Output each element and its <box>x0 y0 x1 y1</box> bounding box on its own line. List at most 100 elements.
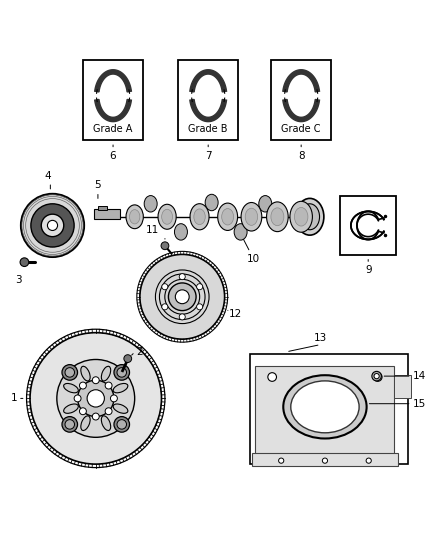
Polygon shape <box>283 100 319 122</box>
Circle shape <box>41 214 64 237</box>
Polygon shape <box>95 70 131 92</box>
Ellipse shape <box>64 404 78 413</box>
Ellipse shape <box>296 198 324 235</box>
Circle shape <box>175 290 189 304</box>
Text: 7: 7 <box>205 151 212 161</box>
Text: Grade B: Grade B <box>188 124 228 134</box>
Circle shape <box>114 417 130 432</box>
Ellipse shape <box>190 204 209 230</box>
Polygon shape <box>95 100 131 122</box>
Circle shape <box>197 284 203 290</box>
Bar <box>94 209 120 220</box>
Circle shape <box>162 284 168 290</box>
Text: 10: 10 <box>247 254 260 263</box>
Circle shape <box>117 419 127 429</box>
Circle shape <box>62 365 78 380</box>
Polygon shape <box>190 100 226 122</box>
Circle shape <box>47 220 57 230</box>
Circle shape <box>105 408 112 415</box>
Circle shape <box>110 395 117 402</box>
Ellipse shape <box>81 416 90 431</box>
Circle shape <box>374 374 379 379</box>
Polygon shape <box>283 70 319 92</box>
Circle shape <box>124 355 132 362</box>
Text: 2: 2 <box>136 346 143 357</box>
Circle shape <box>366 458 371 463</box>
Ellipse shape <box>113 404 128 413</box>
Ellipse shape <box>300 204 320 230</box>
Bar <box>251 354 408 464</box>
Circle shape <box>168 283 196 311</box>
Ellipse shape <box>162 209 173 224</box>
Circle shape <box>21 194 84 257</box>
Polygon shape <box>190 70 226 92</box>
Ellipse shape <box>101 416 111 431</box>
Circle shape <box>92 413 99 420</box>
Bar <box>252 453 398 466</box>
Ellipse shape <box>81 366 90 381</box>
Ellipse shape <box>113 383 128 393</box>
Circle shape <box>179 314 185 320</box>
Ellipse shape <box>205 195 218 211</box>
Circle shape <box>268 373 276 381</box>
Bar <box>178 60 238 140</box>
Bar <box>340 196 396 255</box>
Ellipse shape <box>126 205 143 229</box>
Circle shape <box>117 368 127 377</box>
Text: 15: 15 <box>413 399 426 409</box>
Bar <box>271 60 332 140</box>
Text: 9: 9 <box>365 265 371 276</box>
Text: Grade C: Grade C <box>281 124 321 134</box>
Ellipse shape <box>259 196 272 212</box>
Circle shape <box>161 242 169 249</box>
Circle shape <box>279 458 284 463</box>
Ellipse shape <box>294 207 308 226</box>
Circle shape <box>162 304 168 310</box>
Text: 5: 5 <box>95 180 101 190</box>
Circle shape <box>65 368 74 377</box>
Circle shape <box>322 458 328 463</box>
Ellipse shape <box>271 208 284 225</box>
Circle shape <box>87 390 104 407</box>
Circle shape <box>57 359 134 437</box>
Text: 6: 6 <box>110 151 117 161</box>
Circle shape <box>92 377 99 384</box>
Text: 3: 3 <box>15 275 22 285</box>
Text: 1: 1 <box>11 393 17 403</box>
Circle shape <box>179 273 185 280</box>
Text: 13: 13 <box>314 333 327 343</box>
Bar <box>394 375 411 398</box>
Circle shape <box>30 333 162 464</box>
Ellipse shape <box>241 203 262 231</box>
Bar <box>98 206 107 210</box>
Text: 12: 12 <box>229 309 242 319</box>
Ellipse shape <box>174 224 187 240</box>
Ellipse shape <box>194 209 205 224</box>
Text: Grade A: Grade A <box>93 124 133 134</box>
Ellipse shape <box>101 366 111 381</box>
Circle shape <box>114 365 130 380</box>
Text: 14: 14 <box>413 371 426 381</box>
Ellipse shape <box>222 208 233 225</box>
Text: 8: 8 <box>298 151 304 161</box>
Ellipse shape <box>267 202 288 232</box>
Ellipse shape <box>218 203 237 230</box>
Ellipse shape <box>158 204 176 229</box>
Circle shape <box>62 417 78 432</box>
Circle shape <box>65 419 74 429</box>
Ellipse shape <box>291 381 359 433</box>
Bar <box>255 366 394 457</box>
Circle shape <box>20 258 29 266</box>
Circle shape <box>78 380 114 417</box>
Ellipse shape <box>234 224 247 240</box>
Circle shape <box>31 204 74 247</box>
Ellipse shape <box>144 196 157 212</box>
Circle shape <box>374 373 382 381</box>
Circle shape <box>79 382 86 389</box>
Text: 4: 4 <box>45 171 52 181</box>
Text: 11: 11 <box>145 225 159 235</box>
Bar <box>83 60 143 140</box>
Circle shape <box>197 304 203 310</box>
Circle shape <box>74 395 81 402</box>
Circle shape <box>140 254 225 339</box>
